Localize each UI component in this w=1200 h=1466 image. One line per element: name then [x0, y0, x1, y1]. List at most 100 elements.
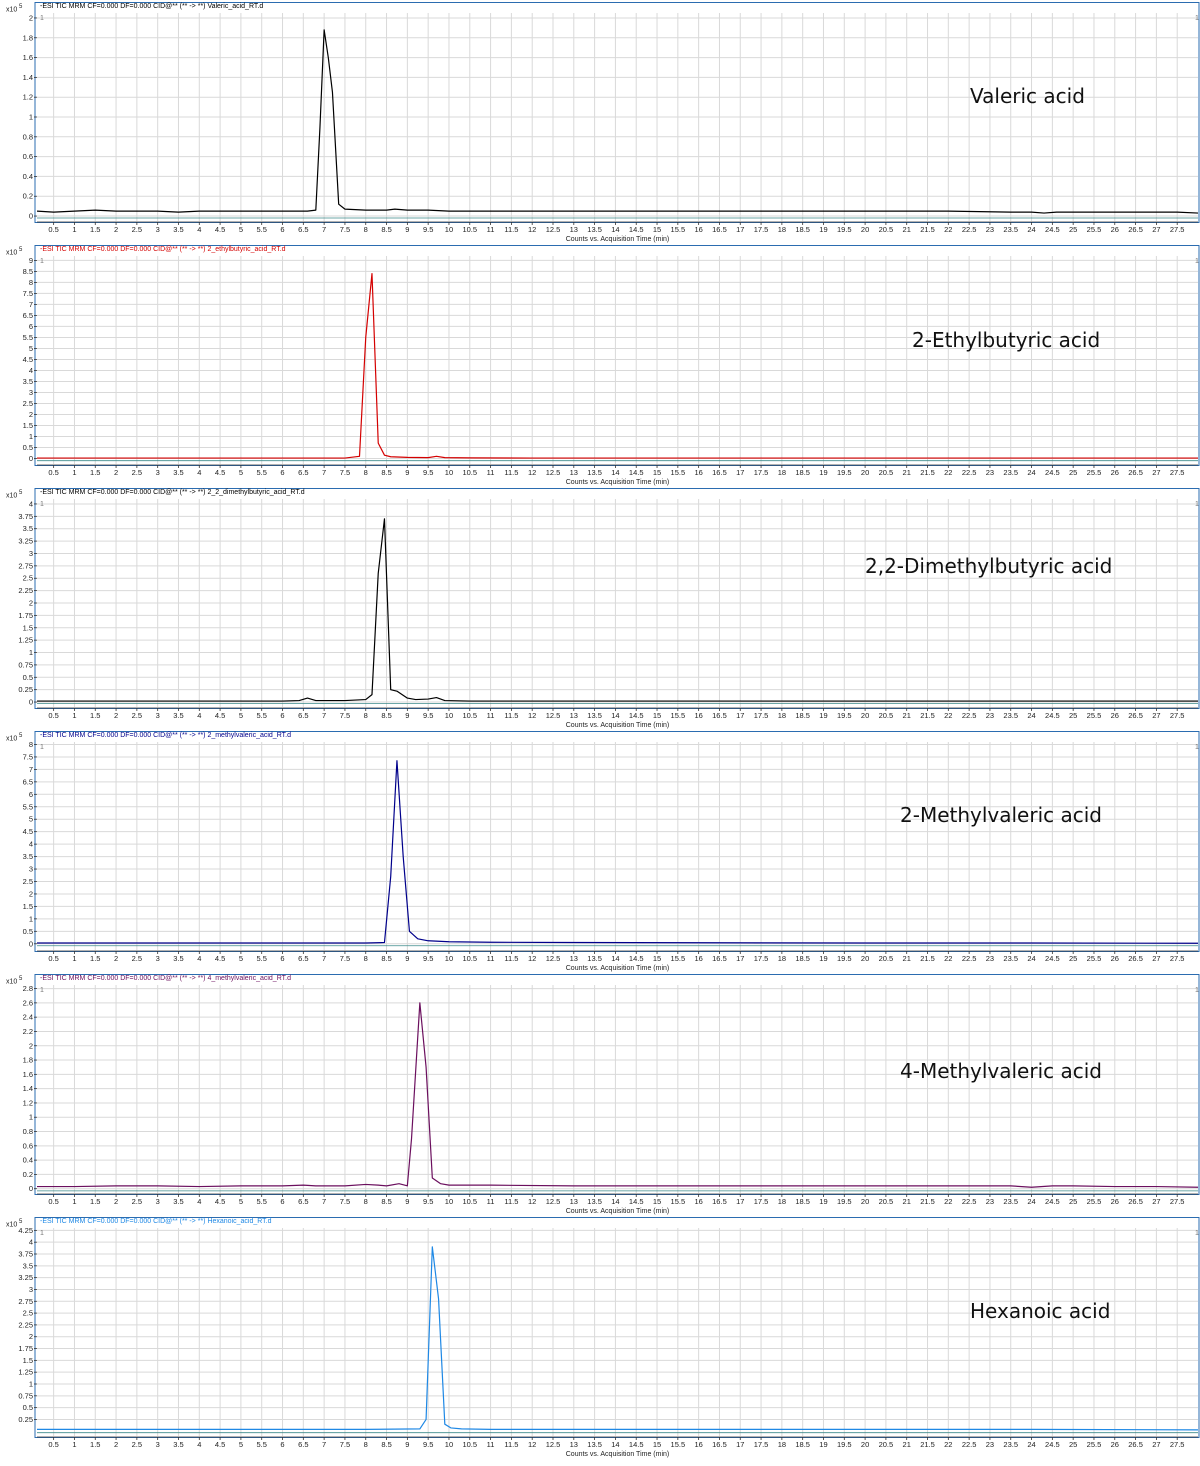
x-tick-label: 8.5 [381, 1197, 391, 1206]
chromatogram-svg: 0.5 1 1.5 2 2.5 3 3.5 4 4.5 5 5.5 6 6.5 7 7.5 8 8.5 9 9.5 1… [23, 974, 1200, 1215]
x-tick-label: 3.5 [173, 1197, 183, 1206]
x-tick-label: 17.5 [754, 954, 769, 963]
x-axis-label: Counts vs. Acquisition Time (min) [566, 965, 669, 972]
x-tick-label: 20.5 [879, 711, 894, 720]
x-tick-label: 6 [280, 468, 284, 477]
x-tick-label: 15.5 [671, 954, 686, 963]
y-tick-label: 6 [29, 322, 33, 331]
x-tick-label: 6.5 [298, 711, 308, 720]
x-tick-label: 0.5 [48, 468, 58, 477]
x-tick-label: 4 [197, 1197, 201, 1206]
y-tick-label: 2.25 [18, 586, 33, 595]
y-scale-label: x10 5 [6, 975, 22, 986]
x-tick-label: 20.5 [879, 1440, 894, 1449]
compound-label: Hexanoic acid [970, 1299, 1111, 1323]
x-tick-label: 27.5 [1170, 225, 1185, 234]
x-tick-label: 15 [653, 1197, 661, 1206]
x-tick-label: 19.5 [837, 468, 852, 477]
y-tick-label: 2.5 [23, 574, 33, 583]
x-tick-label: 18.5 [795, 1440, 810, 1449]
y-tick-label: 3.5 [23, 1261, 33, 1270]
x-tick-label: 1 [72, 954, 76, 963]
x-tick-label: 1.5 [90, 468, 100, 477]
x-tick-label: 9 [405, 1197, 409, 1206]
y-scale-label: x10 5 [6, 3, 22, 14]
x-tick-label: 22.5 [962, 1197, 977, 1206]
x-tick-label: 22.5 [962, 711, 977, 720]
y-tick-label: 4.25 [18, 1226, 33, 1235]
chromatogram-title: -ESI TIC MRM CF=0.000 DF=0.000 CID@** (*… [40, 246, 286, 253]
x-tick-label: 12.5 [546, 225, 561, 234]
x-tick-label: 24 [1027, 1440, 1035, 1449]
y-tick-label: 6.5 [23, 777, 33, 786]
y-tick-label: 5.5 [23, 802, 33, 811]
x-tick-label: 5.5 [256, 468, 266, 477]
x-tick-label: 16.5 [712, 711, 727, 720]
x-tick-label: 1 [72, 225, 76, 234]
x-tick-label: 20 [861, 225, 869, 234]
x-tick-label: 6.5 [298, 225, 308, 234]
y-tick-label: 8 [29, 740, 33, 749]
y-tick-label: 4 [29, 1238, 33, 1247]
y-tick-label: 1 [29, 648, 33, 657]
x-tick-label: 2.5 [132, 225, 142, 234]
x-tick-label: 6 [280, 711, 284, 720]
y-corner-label-left: 1 [40, 15, 44, 22]
x-tick-label: 25 [1069, 468, 1077, 477]
x-tick-label: 3.5 [173, 468, 183, 477]
x-tick-label: 3 [156, 954, 160, 963]
x-tick-label: 21.5 [920, 954, 935, 963]
x-tick-label: 8.5 [381, 468, 391, 477]
x-tick-label: 24.5 [1045, 954, 1060, 963]
x-tick-label: 4.5 [215, 1197, 225, 1206]
x-tick-label: 2 [114, 225, 118, 234]
x-tick-label: 16.5 [712, 225, 727, 234]
x-tick-label: 8.5 [381, 954, 391, 963]
y-scale-exponent: 5 [17, 490, 23, 496]
y-tick-label: 0.2 [23, 1170, 33, 1179]
y-tick-label: 4 [29, 366, 33, 375]
y-tick-label: 2 [29, 13, 33, 22]
y-tick-label: 1.2 [23, 93, 33, 102]
x-tick-label: 23.5 [1003, 1440, 1018, 1449]
x-tick-label: 9 [405, 225, 409, 234]
x-tick-label: 23 [986, 954, 994, 963]
x-axis-label: Counts vs. Acquisition Time (min) [566, 1208, 669, 1215]
x-tick-label: 27 [1152, 954, 1160, 963]
x-tick-label: 0.5 [48, 1197, 58, 1206]
x-tick-label: 14.5 [629, 1440, 644, 1449]
x-axis-label: Counts vs. Acquisition Time (min) [566, 236, 669, 243]
x-tick-label: 16.5 [712, 1440, 727, 1449]
x-tick-label: 10 [445, 711, 453, 720]
y-tick-label: 1.5 [23, 623, 33, 632]
x-tick-label: 6.5 [298, 1197, 308, 1206]
x-tick-label: 14 [611, 468, 619, 477]
x-tick-label: 6.5 [298, 1440, 308, 1449]
x-tick-label: 23.5 [1003, 711, 1018, 720]
y-tick-label: 2 [29, 889, 33, 898]
x-tick-label: 7 [322, 711, 326, 720]
y-tick-label: 3.5 [23, 377, 33, 386]
x-tick-label: 26 [1111, 954, 1119, 963]
x-tick-label: 16.5 [712, 1197, 727, 1206]
x-tick-label: 27 [1152, 711, 1160, 720]
x-tick-label: 0.5 [48, 954, 58, 963]
x-tick-label: 10 [445, 225, 453, 234]
x-tick-label: 4.5 [215, 468, 225, 477]
x-tick-label: 11 [487, 1197, 495, 1206]
y-scale-exponent: 5 [17, 976, 23, 982]
x-tick-label: 4 [197, 225, 201, 234]
x-tick-label: 7 [322, 468, 326, 477]
x-tick-label: 20 [861, 468, 869, 477]
x-tick-label: 21.5 [920, 468, 935, 477]
y-tick-label: 0 [29, 698, 33, 707]
x-tick-label: 8.5 [381, 225, 391, 234]
x-tick-label: 16 [694, 711, 702, 720]
x-tick-label: 22.5 [962, 954, 977, 963]
y-tick-label: 1 [29, 113, 33, 122]
y-tick-label: 0.6 [23, 1141, 33, 1150]
x-tick-label: 4 [197, 711, 201, 720]
x-tick-label: 5.5 [256, 954, 266, 963]
x-tick-label: 18 [778, 1197, 786, 1206]
x-tick-label: 19 [819, 711, 827, 720]
